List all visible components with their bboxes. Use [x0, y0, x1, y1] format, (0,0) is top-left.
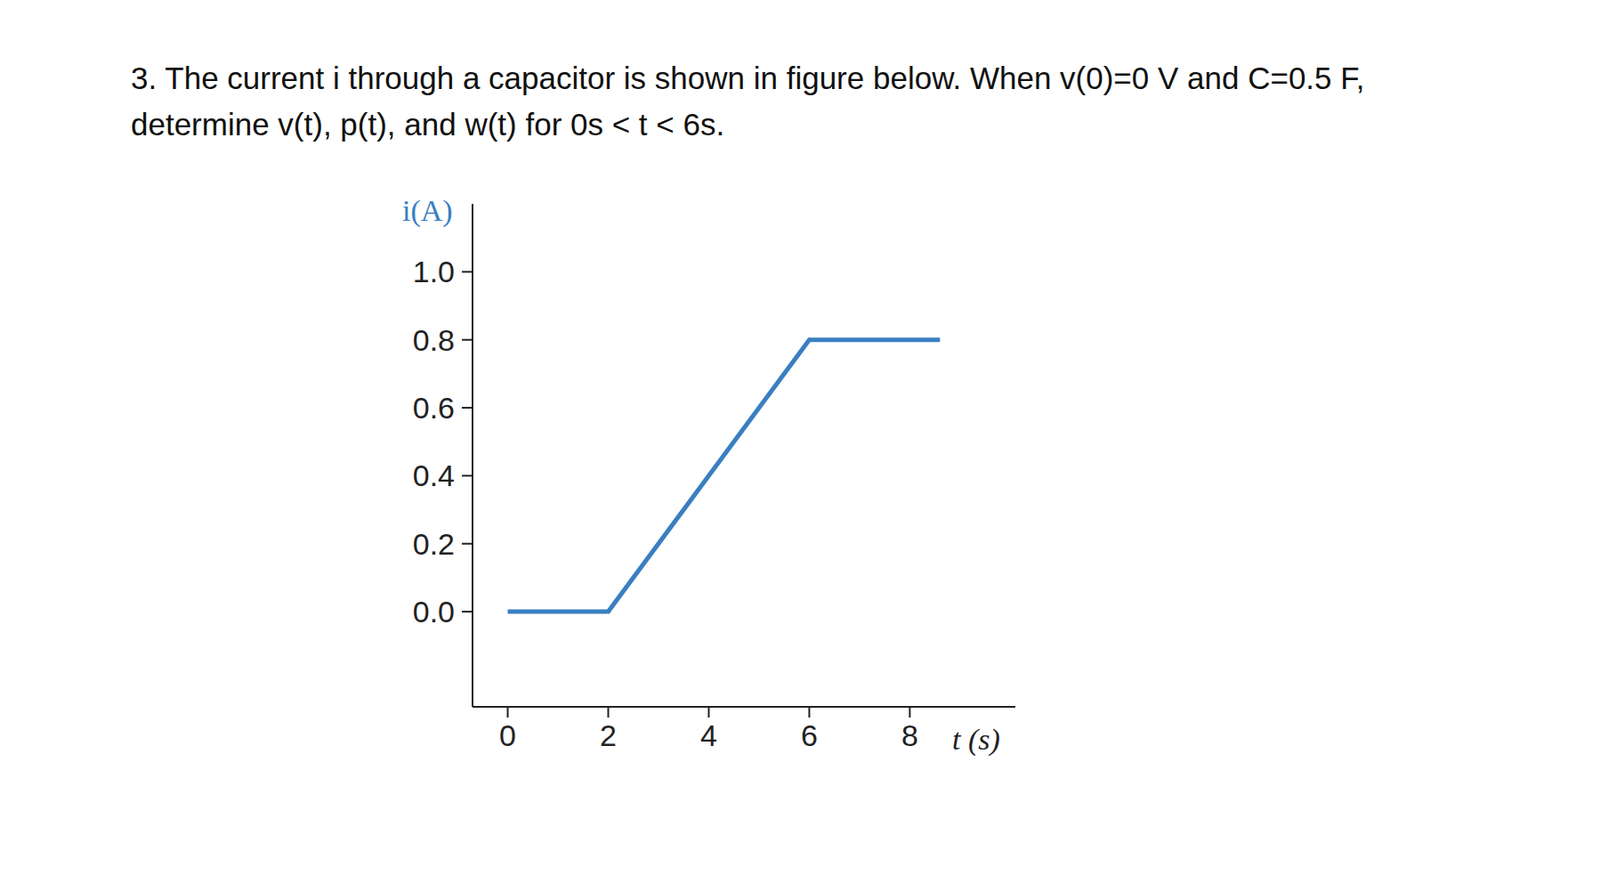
html-text:3. The current i through a cap: 3. The current i through a capacitor is …	[130, 60, 1365, 96]
svg-text:8: 8	[901, 718, 919, 752]
svg-text:0.6: 0.6	[412, 390, 455, 425]
svg-text:6: 6	[800, 718, 818, 752]
svg-text:2: 2	[599, 718, 617, 752]
svg-text:4: 4	[700, 718, 718, 752]
svg-text:1.0: 1.0	[412, 254, 455, 289]
svg-text:0: 0	[499, 718, 517, 752]
html-text:i(A): i(A)	[402, 193, 453, 227]
svg-text:0.2: 0.2	[412, 526, 455, 561]
svg-text:0.8: 0.8	[412, 323, 455, 357]
html-text:t (s): t (s)	[952, 722, 1001, 756]
html-text:determine v(t), p(t), and w(t): determine v(t), p(t), and w(t) for 0s < …	[130, 106, 725, 142]
svg-text:0.4: 0.4	[412, 458, 455, 493]
svg-text:0.0: 0.0	[412, 594, 455, 629]
